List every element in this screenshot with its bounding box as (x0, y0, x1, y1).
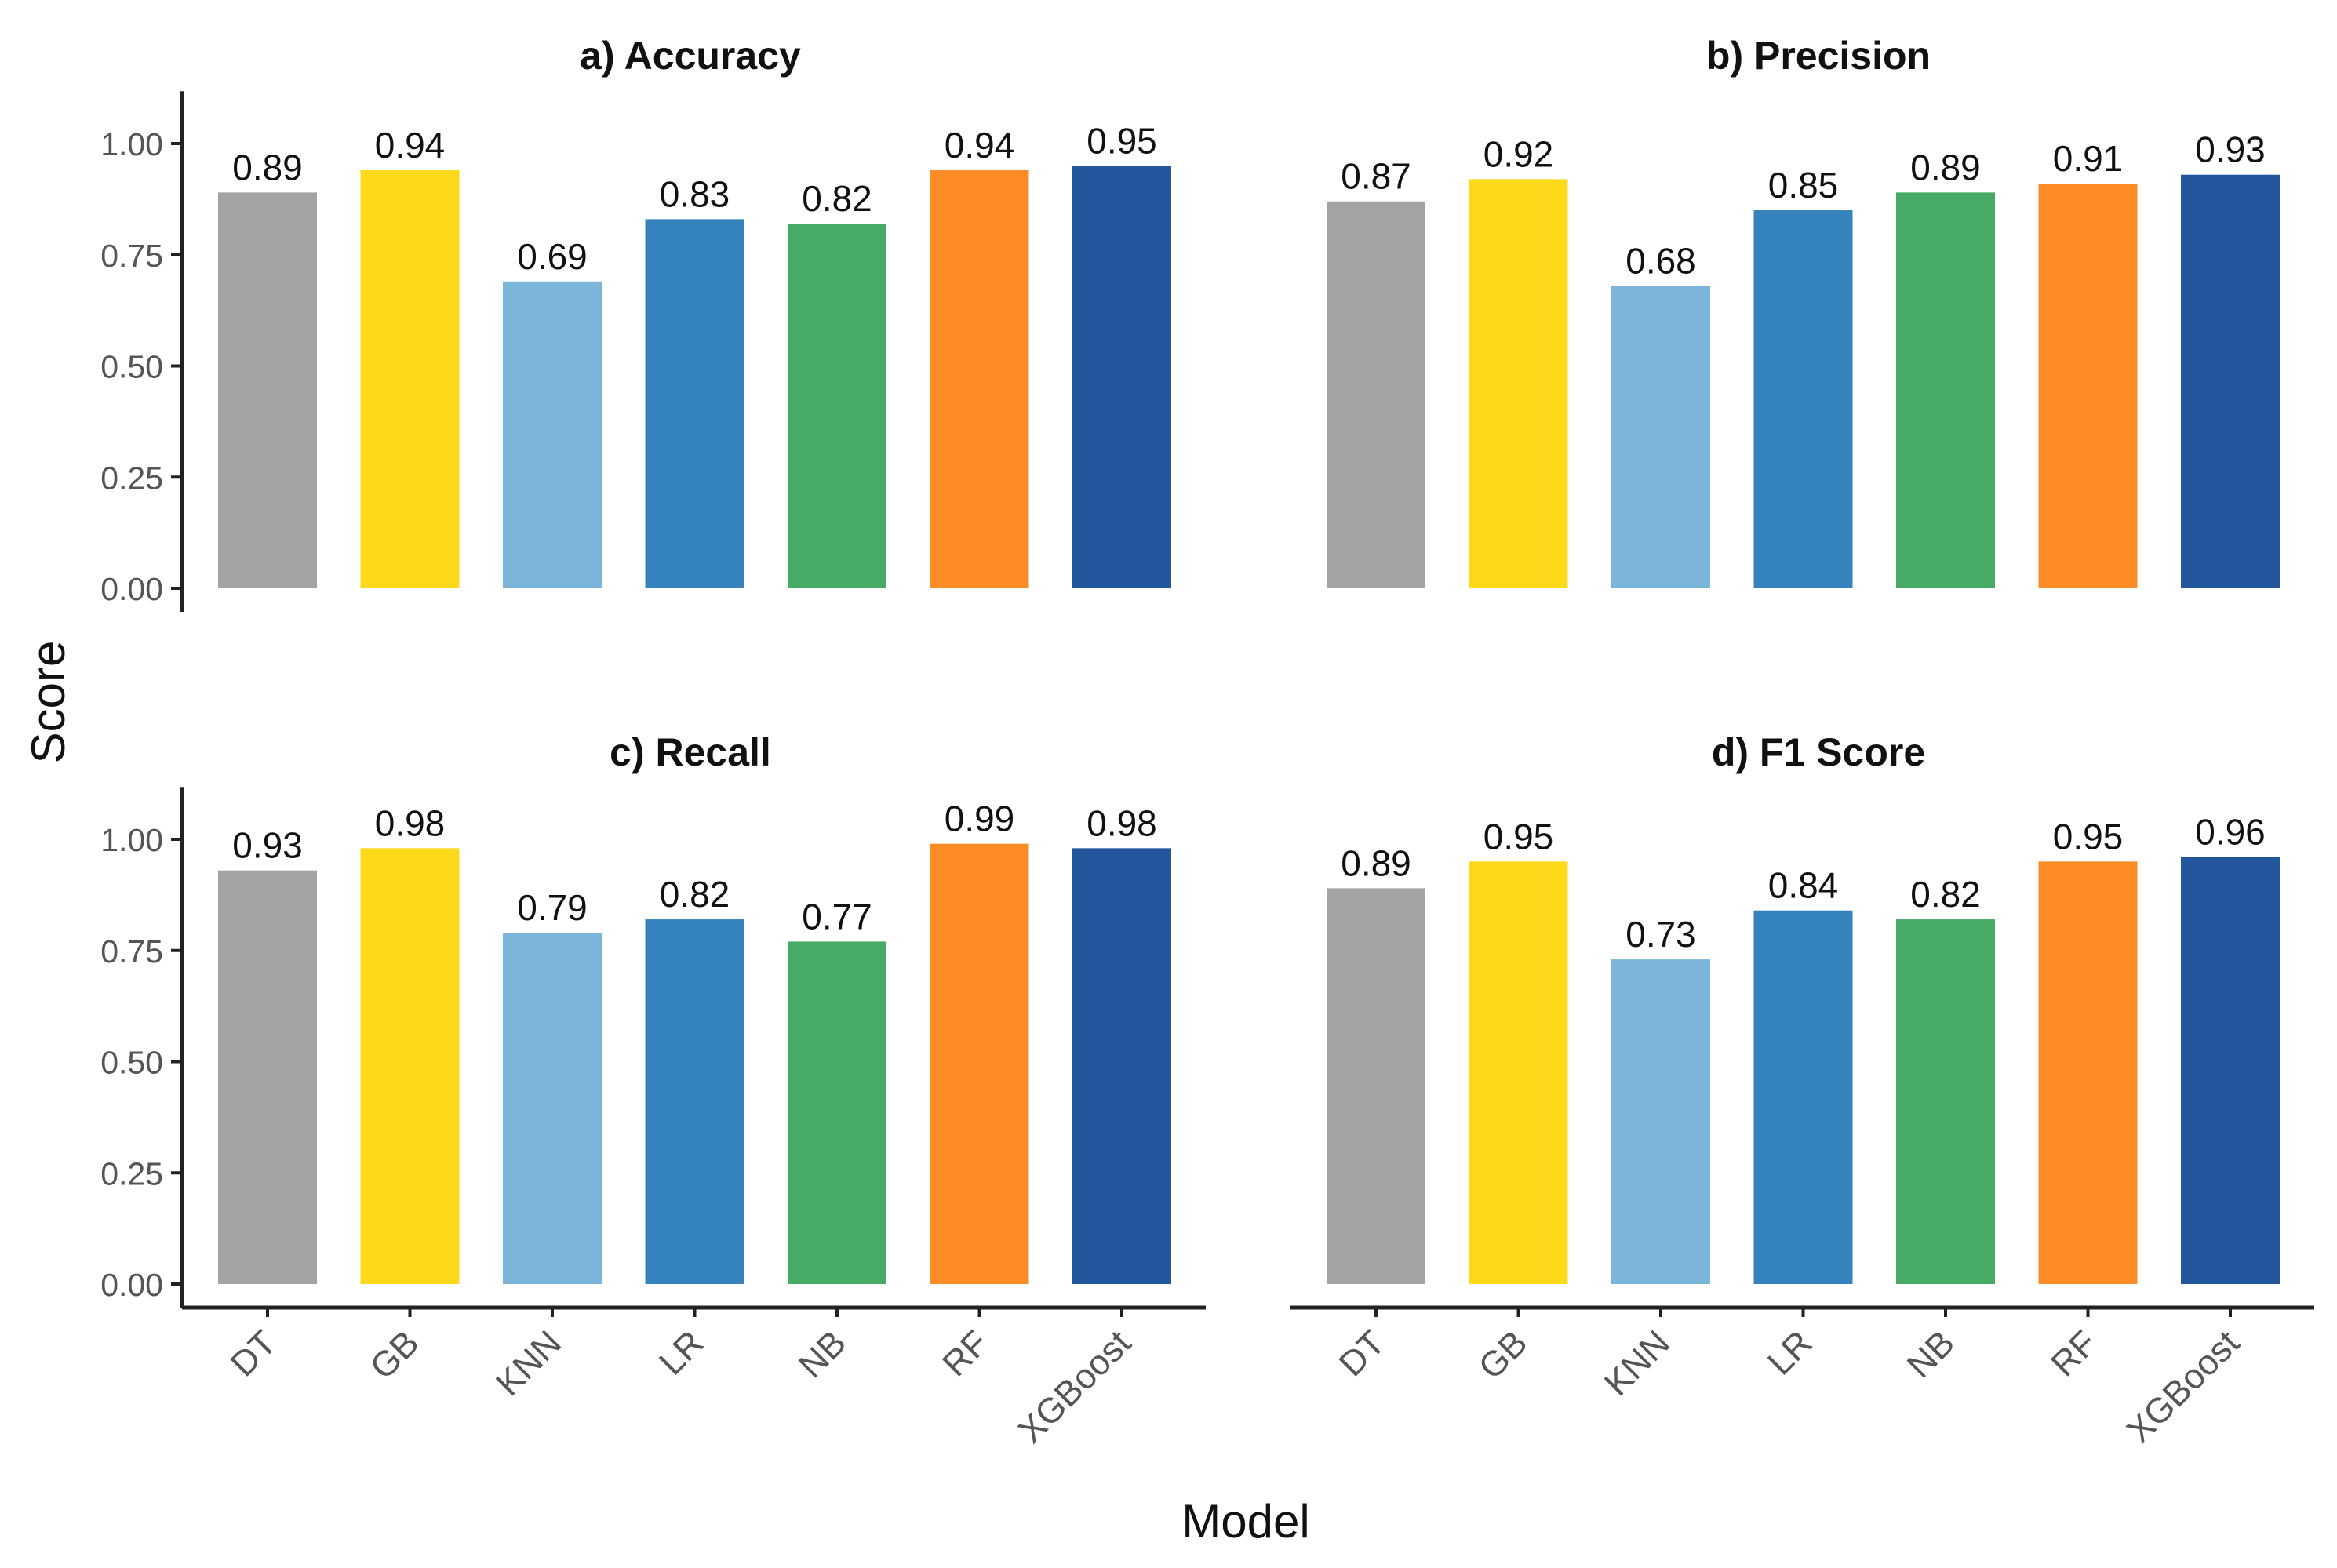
bar-nb (788, 941, 886, 1284)
bar-rf (2038, 861, 2138, 1284)
y-tick-label: 1.00 (100, 822, 163, 858)
data-label: 0.93 (232, 825, 303, 866)
bar-dt (218, 192, 317, 588)
data-label: 0.98 (1087, 802, 1157, 843)
bar-gb (360, 170, 460, 588)
bar-xgboost (2181, 857, 2280, 1284)
bar-gb (1469, 179, 1568, 589)
data-label: 0.91 (2053, 138, 2124, 179)
bar-xgboost (1072, 166, 1171, 589)
data-label: 0.89 (232, 147, 303, 187)
data-label: 0.85 (1768, 165, 1839, 206)
x-tick-label: LR (1760, 1322, 1820, 1383)
y-tick-label: 0.50 (100, 1045, 163, 1081)
data-label: 0.96 (2195, 812, 2266, 853)
bar-nb (788, 224, 886, 588)
bar-rf (930, 170, 1029, 588)
data-label: 0.68 (1625, 240, 1696, 281)
x-tick-label: DT (223, 1322, 284, 1384)
data-label: 0.77 (802, 896, 872, 937)
y-tick-label: 1.00 (100, 126, 163, 162)
data-label: 0.98 (375, 802, 446, 843)
bar-gb (1469, 861, 1568, 1284)
data-label: 0.89 (1910, 147, 1981, 187)
x-tick-label: XGBoost (2119, 1322, 2248, 1451)
bar-lr (645, 919, 744, 1284)
x-tick-label: RF (934, 1322, 996, 1384)
data-label: 0.94 (375, 125, 446, 166)
data-label: 0.94 (945, 125, 1015, 166)
panel-title: c) Recall (610, 730, 771, 774)
data-label: 0.95 (1483, 816, 1554, 857)
bar-dt (218, 870, 317, 1284)
chart-panels: a) Accuracy 0.00 0.25 0.50 0.75 1.00 0.89 0.94 0… (100, 34, 2314, 1450)
chart-panel: c) Recall 0.00 0.25 0.50 0.75 1.00 0.93 DT 0.98 G… (100, 730, 1206, 1450)
panel-title: d) F1 Score (1712, 730, 1925, 774)
panel-title: a) Accuracy (580, 34, 801, 78)
data-label: 0.83 (660, 173, 730, 214)
x-tick-label: GB (1471, 1322, 1535, 1387)
x-tick-label: KNN (488, 1322, 569, 1403)
y-tick-label: 0.25 (100, 1155, 163, 1191)
bar-knn (503, 281, 602, 588)
y-tick-label: 0.75 (100, 238, 163, 274)
y-tick-label: 0.00 (100, 1267, 163, 1303)
data-label: 0.92 (1483, 133, 1554, 174)
bar-knn (1611, 286, 1710, 588)
bar-xgboost (2181, 174, 2280, 588)
panel-title: b) Precision (1706, 34, 1931, 78)
bar-knn (503, 933, 602, 1284)
bar-nb (1896, 192, 1995, 588)
chart-panel: a) Accuracy 0.00 0.25 0.50 0.75 1.00 0.89 0.94 0… (100, 34, 1171, 612)
y-tick-label: 0.50 (100, 349, 163, 385)
x-tick-label: KNN (1596, 1322, 1677, 1403)
y-tick-label: 0.75 (100, 933, 163, 970)
x-tick-label: XGBoost (1010, 1322, 1139, 1451)
x-tick-label: NB (1899, 1322, 1962, 1385)
data-label: 0.95 (2053, 816, 2124, 857)
y-tick-label: 0.25 (100, 460, 163, 496)
y-tick-label: 0.00 (100, 571, 163, 607)
x-tick-label: NB (791, 1322, 854, 1385)
x-tick-label: DT (1331, 1322, 1392, 1384)
data-label: 0.84 (1768, 865, 1839, 906)
x-axis-title: Model (1181, 1495, 1309, 1548)
data-label: 0.93 (2195, 129, 2266, 170)
data-label: 0.99 (945, 799, 1015, 839)
bar-lr (1753, 910, 1853, 1284)
data-label: 0.79 (517, 887, 588, 928)
chart-panel: b) Precision 0.87 0.92 0.68 0.85 0.89 0.91 0.93 (1327, 34, 2280, 589)
data-label: 0.82 (1910, 874, 1981, 915)
chart-panel: d) F1 Score 0.89 DT 0.95 GB 0.73 KNN 0.84 LR 0.82… (1290, 730, 2314, 1450)
bar-lr (645, 219, 744, 588)
data-label: 0.82 (660, 874, 730, 915)
data-label: 0.87 (1341, 156, 1411, 197)
bar-dt (1327, 888, 1425, 1284)
data-label: 0.95 (1087, 120, 1157, 161)
bar-rf (2038, 184, 2138, 588)
y-axis-title: Score (22, 641, 75, 764)
bar-xgboost (1072, 848, 1171, 1284)
x-tick-label: RF (2043, 1322, 2104, 1384)
bar-gb (360, 848, 460, 1284)
data-label: 0.89 (1341, 842, 1411, 883)
data-label: 0.82 (802, 178, 872, 219)
bar-lr (1753, 210, 1853, 588)
bar-rf (930, 843, 1029, 1284)
bar-knn (1611, 959, 1710, 1284)
bar-nb (1896, 919, 1995, 1284)
bar-dt (1327, 201, 1425, 588)
x-tick-label: LR (651, 1322, 712, 1383)
data-label: 0.69 (517, 236, 588, 277)
data-label: 0.73 (1625, 914, 1696, 955)
x-tick-label: GB (362, 1322, 427, 1387)
